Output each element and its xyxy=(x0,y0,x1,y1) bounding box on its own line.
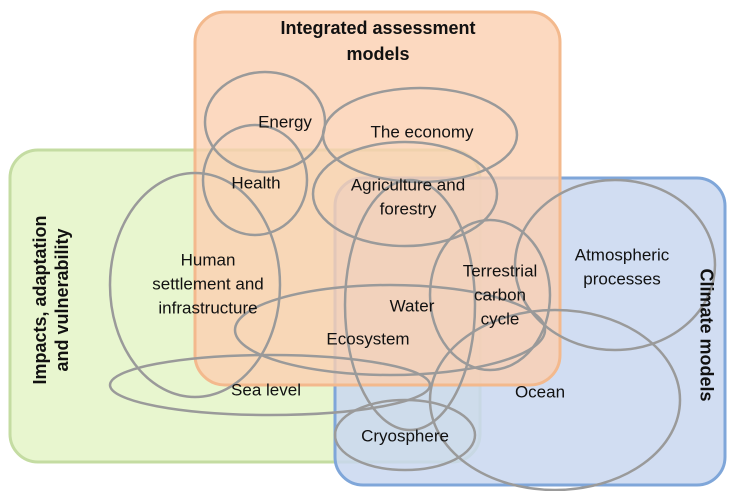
node-label: Human xyxy=(181,250,236,269)
ecosystem-ellipse xyxy=(233,283,547,377)
node-label: infrastructure xyxy=(158,298,257,317)
node-label: Health xyxy=(231,173,280,192)
node-label: cycle xyxy=(481,309,520,328)
node-label: Ocean xyxy=(515,382,565,401)
group-label: Impacts, adaptation xyxy=(30,215,50,384)
energy-ellipse xyxy=(203,70,327,174)
node-label: Ecosystem xyxy=(326,329,409,348)
atmosphere-ellipse xyxy=(513,178,717,352)
water-ellipse xyxy=(343,178,477,432)
group-label: Integrated assessment xyxy=(280,18,475,38)
settlement-ellipse xyxy=(108,171,282,399)
health-ellipse xyxy=(201,123,309,237)
cryosphere-ellipse xyxy=(333,398,477,472)
node-label: processes xyxy=(583,269,660,288)
node-label: Agriculture and xyxy=(351,175,465,194)
carbon-ellipse xyxy=(428,218,552,372)
ocean-ellipse xyxy=(428,308,682,491)
node-label: Atmospheric xyxy=(575,245,670,264)
node-label: The economy xyxy=(371,122,474,141)
node-label: forestry xyxy=(380,199,437,218)
node-label: Sea level xyxy=(231,380,301,399)
node-label: settlement and xyxy=(152,274,264,293)
sealevel-ellipse xyxy=(108,353,432,417)
node-label: Cryosphere xyxy=(361,426,449,445)
group-label: and vulnerability xyxy=(52,228,72,371)
node-label: carbon xyxy=(474,285,526,304)
group-label: models xyxy=(346,44,409,64)
node-label: Water xyxy=(390,296,435,315)
node-label: Energy xyxy=(258,112,312,131)
node-label: Terrestrial xyxy=(463,261,538,280)
agriculture-ellipse xyxy=(311,140,499,248)
group-label: Climate models xyxy=(696,268,716,401)
